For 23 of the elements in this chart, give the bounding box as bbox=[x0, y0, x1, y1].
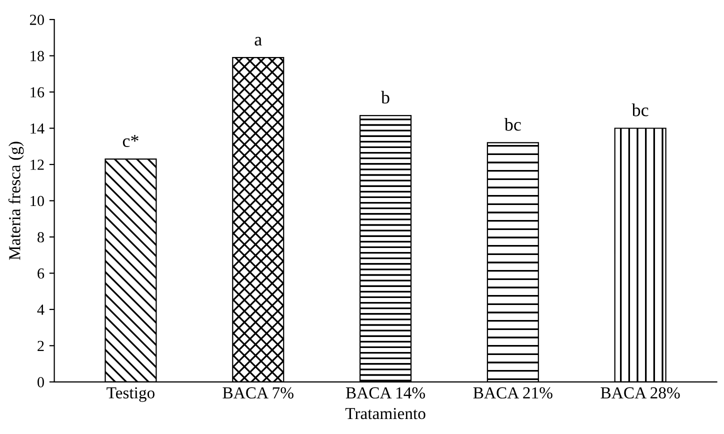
y-tick-label: 0 bbox=[38, 377, 44, 388]
y-axis-title: Materia fresca (g) bbox=[8, 142, 24, 260]
y-tick-label: 20 bbox=[30, 14, 44, 25]
annotation: bc bbox=[632, 104, 648, 116]
annotation: a bbox=[254, 36, 262, 46]
y-tick-label: 2 bbox=[38, 340, 44, 351]
y-tick-label: 14 bbox=[30, 123, 44, 134]
annotation: c* bbox=[122, 135, 138, 148]
x-tick-label: BACA 21% bbox=[473, 387, 552, 399]
x-axis-title: Tratamiento bbox=[345, 408, 426, 420]
y-tick-label: 18 bbox=[30, 50, 44, 62]
x-tick-label: BACA 14% bbox=[346, 387, 426, 399]
y-tick-label: 16 bbox=[30, 87, 44, 98]
y-tick-label: 12 bbox=[30, 160, 44, 170]
x-tick-label: BACA 7% bbox=[222, 387, 294, 399]
x-tick-label: BACA 28% bbox=[600, 387, 680, 399]
y-tick-label: 10 bbox=[30, 196, 44, 206]
x-tick-label: Testigo bbox=[106, 387, 155, 402]
annotation: bc bbox=[504, 118, 521, 131]
annotation: b bbox=[381, 90, 390, 104]
y-tick-label: 4 bbox=[37, 304, 44, 315]
y-tick-label: 6 bbox=[38, 268, 44, 279]
y-tick-label: 8 bbox=[38, 232, 44, 242]
